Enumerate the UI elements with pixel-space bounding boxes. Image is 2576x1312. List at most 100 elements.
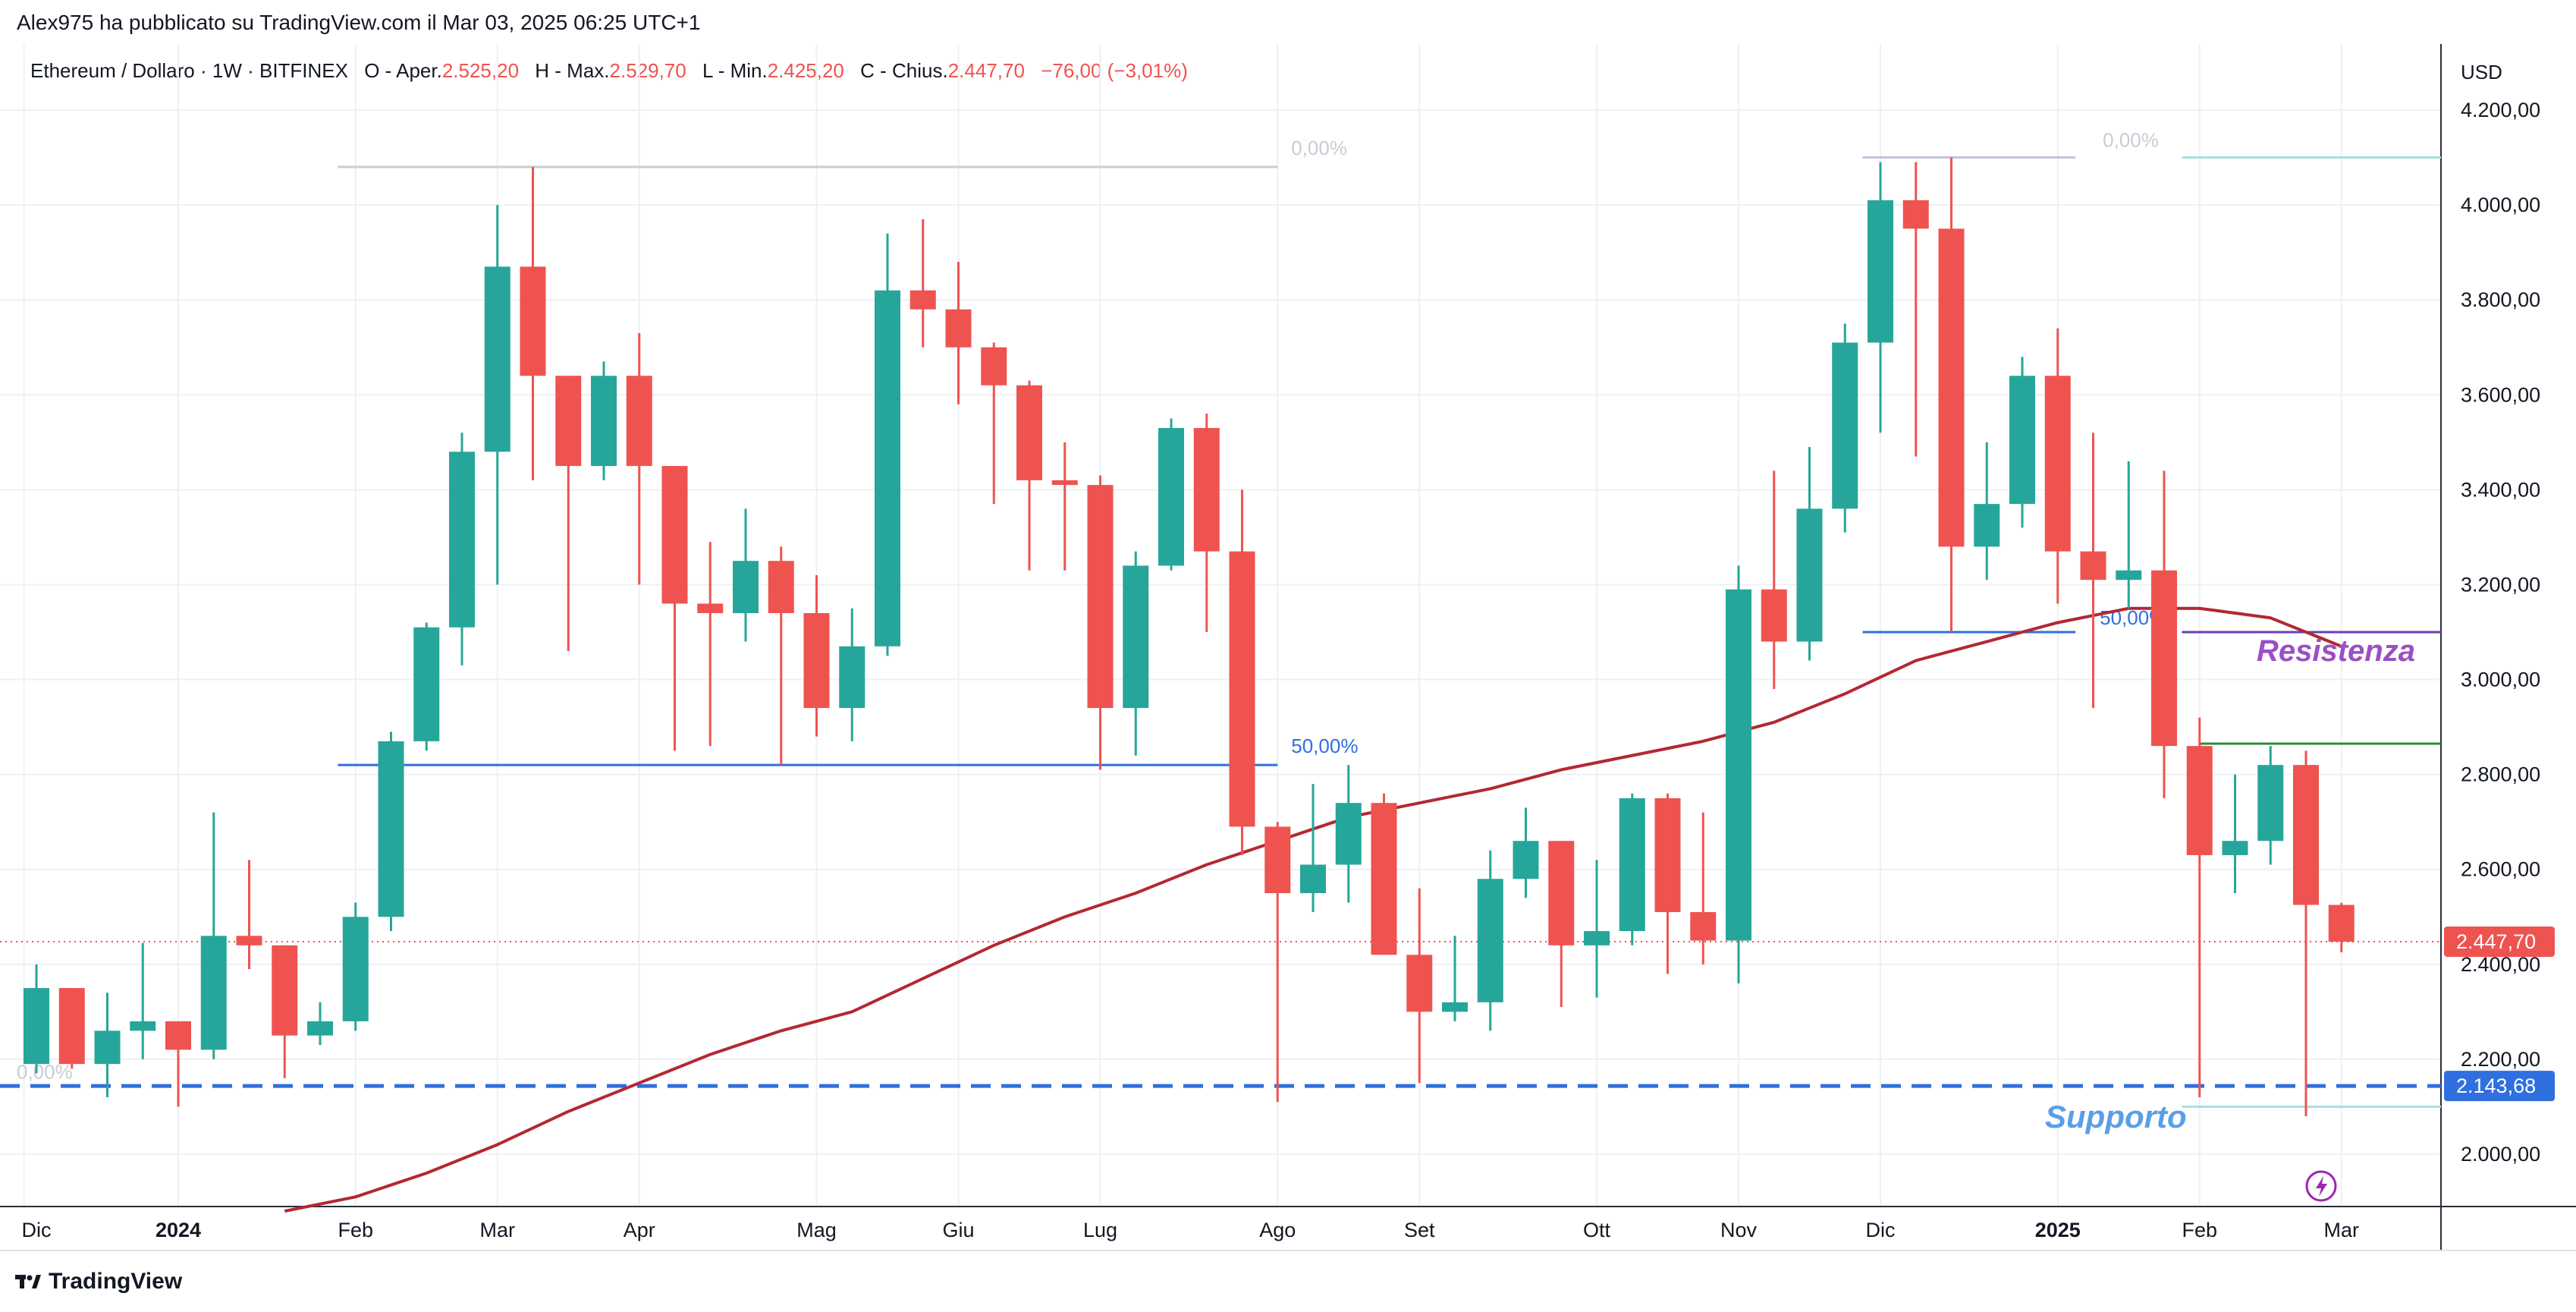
candle-body [555,376,582,467]
candle-body [2328,905,2355,942]
candle [1229,489,1255,855]
time-tick-label: Mar [2324,1219,2360,1241]
candle [1158,418,1184,571]
candle-body [58,988,85,1065]
candle-body [24,988,49,1065]
candle [2186,717,2213,1097]
legend-change-value: −76,00 (−3,01%) [1041,59,1188,82]
candle [626,332,652,585]
support-price-tag-label: 2.143,68 [2456,1074,2536,1097]
candle-body [1229,551,1255,827]
candle [94,993,121,1097]
fib-left-0-label: 0,00% [1291,137,1347,159]
candle [1477,850,1503,1031]
candle-body [768,561,794,613]
candle-body [1654,798,1681,913]
candle [875,233,900,656]
candle [2009,357,2035,528]
candle [1832,323,1858,533]
candle-body [130,1021,156,1031]
legend-low-label: L - Min. [702,59,768,82]
candle-body [1335,803,1362,865]
last-price-tag-label: 2.447,70 [2456,930,2536,953]
candle-body [2116,570,2142,580]
time-tick-label: Ago [1259,1219,1296,1241]
candle-body [94,1030,121,1065]
candle-body [272,945,298,1036]
candle-body [1796,508,1823,642]
candle [733,508,759,642]
candle-body [1264,826,1291,893]
candle-body [1548,841,1575,945]
candle-body [236,936,262,945]
candle-body [1477,879,1503,1002]
legend-high-label: H - Max. [535,59,610,82]
symbol-legend: Ethereum / Dollaro · 1W · BITFINEX O - A… [30,59,1188,83]
price-tick-label: 3.200,00 [2461,573,2540,596]
time-tick-label: Mag [796,1219,837,1241]
candle-body [945,309,972,348]
candle [1123,551,1149,756]
legend-close-label: C - Chius. [860,59,948,82]
currency-label[interactable]: USD [2461,61,2502,83]
candle-body [1051,480,1078,486]
fib-left-50-label: 50,00% [1291,735,1358,757]
candle-body [378,741,404,917]
candle-body [1690,912,1717,941]
candle [2044,328,2071,604]
candle [839,608,865,741]
time-tick-label: 2025 [2035,1219,2081,1241]
tradingview-logo[interactable]: TradingView [15,1269,182,1295]
candle [1938,157,1965,632]
candle-body [200,936,227,1050]
candle [1548,841,1575,1008]
candle-body [2186,746,2213,855]
candle-body [591,376,617,467]
candle-body [981,347,1007,385]
resistance-label: Resistenza [2257,634,2415,668]
price-tick-label: 2.600,00 [2461,858,2540,881]
candles [24,157,2355,1116]
candle-body [2044,376,2071,552]
candle [1796,447,1823,661]
candle-body [165,1021,191,1050]
candle-body [1406,955,1433,1012]
time-tick-label: Ott [1583,1219,1611,1241]
legend-symbol[interactable]: Ethereum / Dollaro · 1W · BITFINEX [30,59,348,82]
candle [2151,470,2177,798]
time-tick-label: Feb [2182,1219,2217,1241]
legend-close-value: 2.447,70 [947,59,1025,82]
candle [555,376,582,652]
time-tick-label: Nov [1720,1219,1758,1241]
candle [1300,784,1326,913]
price-tick-label: 2.800,00 [2461,763,2540,786]
candle [165,1021,191,1107]
candle-body [1442,1002,1468,1012]
candle [378,732,404,932]
candle [520,167,546,480]
candle-body [661,466,688,604]
legend-open-value: 2.525,20 [441,59,520,82]
candle-body [2257,765,2284,842]
candle [768,546,794,766]
event-lightning-icon [2305,1170,2337,1202]
candle-body [1193,428,1220,552]
candle [591,361,617,480]
legend-low-value: 2.425,20 [767,59,844,82]
candle [2293,750,2319,1116]
time-tick-label: 2024 [156,1219,201,1241]
candle-body [1087,485,1114,709]
candle [1193,414,1220,632]
candle [1654,793,1681,974]
candle [697,542,724,747]
price-tick-label: 3.800,00 [2461,288,2540,311]
time-tick-label: Set [1404,1219,1435,1241]
candle-body [2009,376,2035,505]
candle-body [2080,551,2106,580]
candle-body [2222,841,2248,855]
candle [1335,765,1362,903]
candle-body [733,561,759,613]
candle [1868,162,1893,433]
candle-body [1158,428,1184,566]
